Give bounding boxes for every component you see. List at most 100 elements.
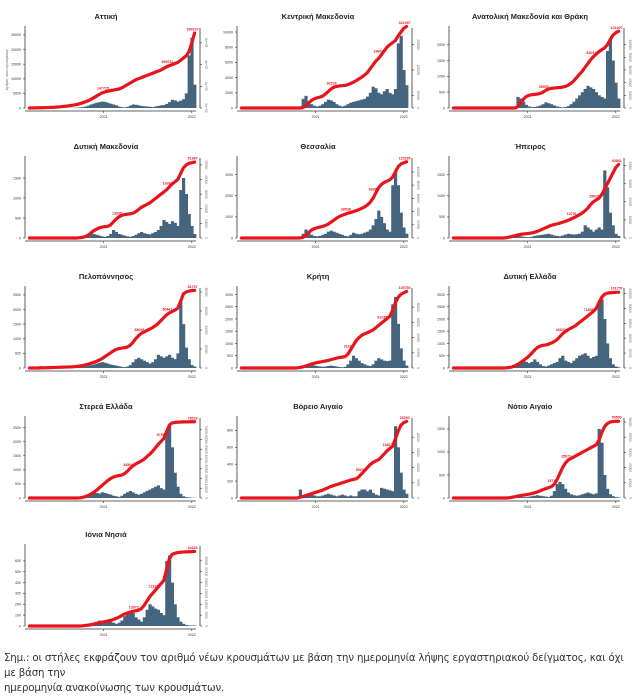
bar <box>374 88 377 108</box>
bar <box>104 102 107 108</box>
bar <box>592 232 595 238</box>
bar <box>578 95 581 108</box>
bar <box>360 100 363 108</box>
y2-tick-label: 5000 <box>204 612 208 619</box>
bar <box>542 496 545 498</box>
bar <box>165 356 168 368</box>
y-tick-label: 1500 <box>225 330 233 334</box>
bar <box>603 170 606 238</box>
bar <box>335 367 338 368</box>
y-tick-label: 5000 <box>13 92 21 96</box>
data-label: 34333 <box>188 546 198 550</box>
bar <box>162 105 165 108</box>
bar <box>87 106 90 108</box>
bar <box>316 366 319 368</box>
bar <box>123 107 126 108</box>
bar <box>550 235 553 238</box>
bar <box>332 102 335 108</box>
bar <box>553 491 556 498</box>
y2-tick-label: 0 <box>416 497 420 499</box>
y2-tick-label: 40000 <box>628 433 632 442</box>
bar <box>190 365 193 368</box>
bar <box>313 366 316 368</box>
bar <box>95 493 98 498</box>
y-tick-label: 1000 <box>437 75 445 79</box>
bar <box>182 99 185 108</box>
y2-tick-label: 10000 <box>204 219 208 228</box>
bar <box>394 170 397 238</box>
bar <box>321 495 324 498</box>
y-tick-label: 1000 <box>13 337 21 341</box>
bar <box>567 106 570 108</box>
bar <box>606 343 609 368</box>
bar <box>402 227 405 238</box>
y-tick-label: 2000 <box>13 440 21 444</box>
bar <box>366 232 369 238</box>
y-tick-label: 600 <box>227 446 233 450</box>
data-label: 71806 <box>584 308 594 312</box>
y-tick-label: 0 <box>231 236 233 240</box>
data-label: 81037 <box>586 51 596 55</box>
bar <box>363 99 366 108</box>
bar <box>530 237 533 238</box>
y2-tick-label: 0 <box>628 107 632 109</box>
bar <box>405 85 408 108</box>
x-tick-label: 2022 <box>188 505 196 509</box>
bar <box>338 495 341 498</box>
bar <box>151 362 154 368</box>
bar <box>561 484 564 498</box>
y-tick-label: 2000 <box>437 43 445 47</box>
bar <box>400 473 403 498</box>
bar <box>586 492 589 498</box>
bar <box>118 234 121 238</box>
bar <box>575 358 578 368</box>
bar <box>341 495 344 498</box>
bar <box>120 621 123 626</box>
bar <box>115 366 118 368</box>
cumulative-line <box>453 292 618 368</box>
bar <box>528 106 531 108</box>
data-label: 21337 <box>148 585 158 589</box>
y-tick-label: 1500 <box>437 173 445 177</box>
data-label: 25025 <box>589 195 599 199</box>
y2-tick-label: 40000 <box>416 333 420 342</box>
y2-tick-label: 100000 <box>628 39 632 50</box>
bar <box>341 235 344 238</box>
bar <box>132 362 135 368</box>
bar <box>598 227 601 238</box>
bar <box>157 230 160 238</box>
bar <box>168 224 171 238</box>
bar <box>154 609 157 626</box>
bar <box>603 319 606 368</box>
bar <box>349 103 352 108</box>
bar <box>188 625 191 626</box>
bar <box>352 356 355 368</box>
bar <box>148 364 151 368</box>
bar <box>525 497 528 498</box>
bar <box>132 236 135 238</box>
bar <box>400 36 403 108</box>
bar <box>609 213 612 238</box>
bar <box>570 104 573 108</box>
bar <box>578 356 581 368</box>
bar <box>530 107 533 108</box>
y2-tick-label: 50000 <box>204 445 208 454</box>
bar <box>190 625 193 626</box>
x-tick-label: 2021 <box>524 505 532 509</box>
bar <box>101 362 104 368</box>
y2-tick-label: 0 <box>204 367 208 369</box>
y-tick-label: 2500 <box>437 305 445 309</box>
bar <box>327 100 330 108</box>
bar <box>581 494 584 498</box>
bar <box>612 225 615 238</box>
bar <box>360 490 363 498</box>
bar <box>179 494 182 498</box>
bar <box>388 93 391 108</box>
bar <box>176 353 179 368</box>
bar <box>533 236 536 238</box>
